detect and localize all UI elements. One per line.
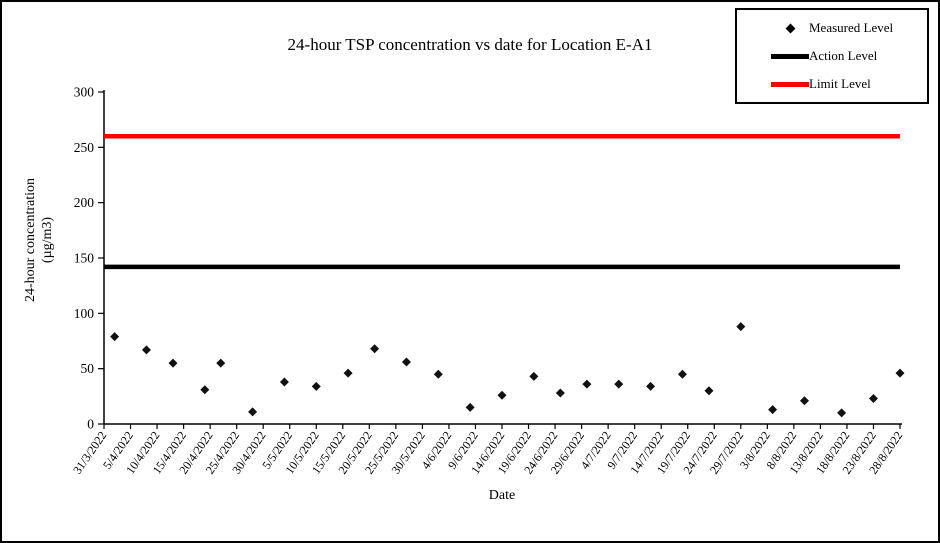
data-point: [704, 386, 714, 396]
data-point: [768, 405, 778, 415]
y-tick-label: 300: [74, 85, 95, 100]
legend-label: Limit Level: [809, 76, 871, 91]
data-point: [279, 377, 289, 387]
data-point: [646, 381, 656, 391]
data-point: [311, 381, 321, 391]
legend-entry-limit: Limit Level: [737, 73, 927, 95]
data-point: [401, 357, 411, 367]
legend-label: Measured Level: [809, 20, 894, 35]
data-point: [141, 345, 151, 355]
data-point: [677, 369, 687, 379]
chart-title: 24-hour TSP concentration vs date for Lo…: [287, 35, 653, 54]
data-point: [799, 396, 809, 406]
x-tick-label: 31/3/2022: [70, 429, 109, 477]
data-point: [433, 369, 443, 379]
y-tick-label: 100: [74, 306, 95, 321]
data-point: [868, 394, 878, 404]
data-point: [465, 402, 475, 412]
y-tick-label: 250: [74, 140, 95, 155]
data-point: [168, 358, 178, 368]
action-line-icon: [771, 53, 809, 59]
data-point: [110, 332, 120, 342]
data-point: [736, 322, 746, 332]
data-point: [497, 390, 507, 400]
diamond-marker-icon: [771, 23, 809, 33]
data-point: [895, 368, 905, 378]
data-point: [837, 408, 847, 418]
limit-line-icon: [771, 81, 809, 87]
data-point: [529, 371, 539, 381]
data-point: [582, 379, 592, 389]
y-tick-label: 150: [74, 251, 95, 266]
data-point: [200, 385, 210, 395]
data-point: [555, 388, 565, 398]
data-point: [248, 407, 258, 417]
y-tick-label: 0: [87, 417, 94, 432]
data-point: [216, 358, 226, 368]
data-point: [343, 368, 353, 378]
legend-label: Action Level: [809, 48, 878, 63]
data-point: [614, 379, 624, 389]
y-tick-label: 200: [74, 195, 95, 210]
legend: Measured Level Action Level Limit Level: [735, 8, 929, 104]
legend-entry-action: Action Level: [737, 45, 927, 67]
legend-entry-measured: Measured Level: [737, 17, 927, 39]
x-axis-title: Date: [488, 488, 516, 503]
y-tick-label: 50: [81, 361, 95, 376]
data-point: [370, 344, 380, 354]
